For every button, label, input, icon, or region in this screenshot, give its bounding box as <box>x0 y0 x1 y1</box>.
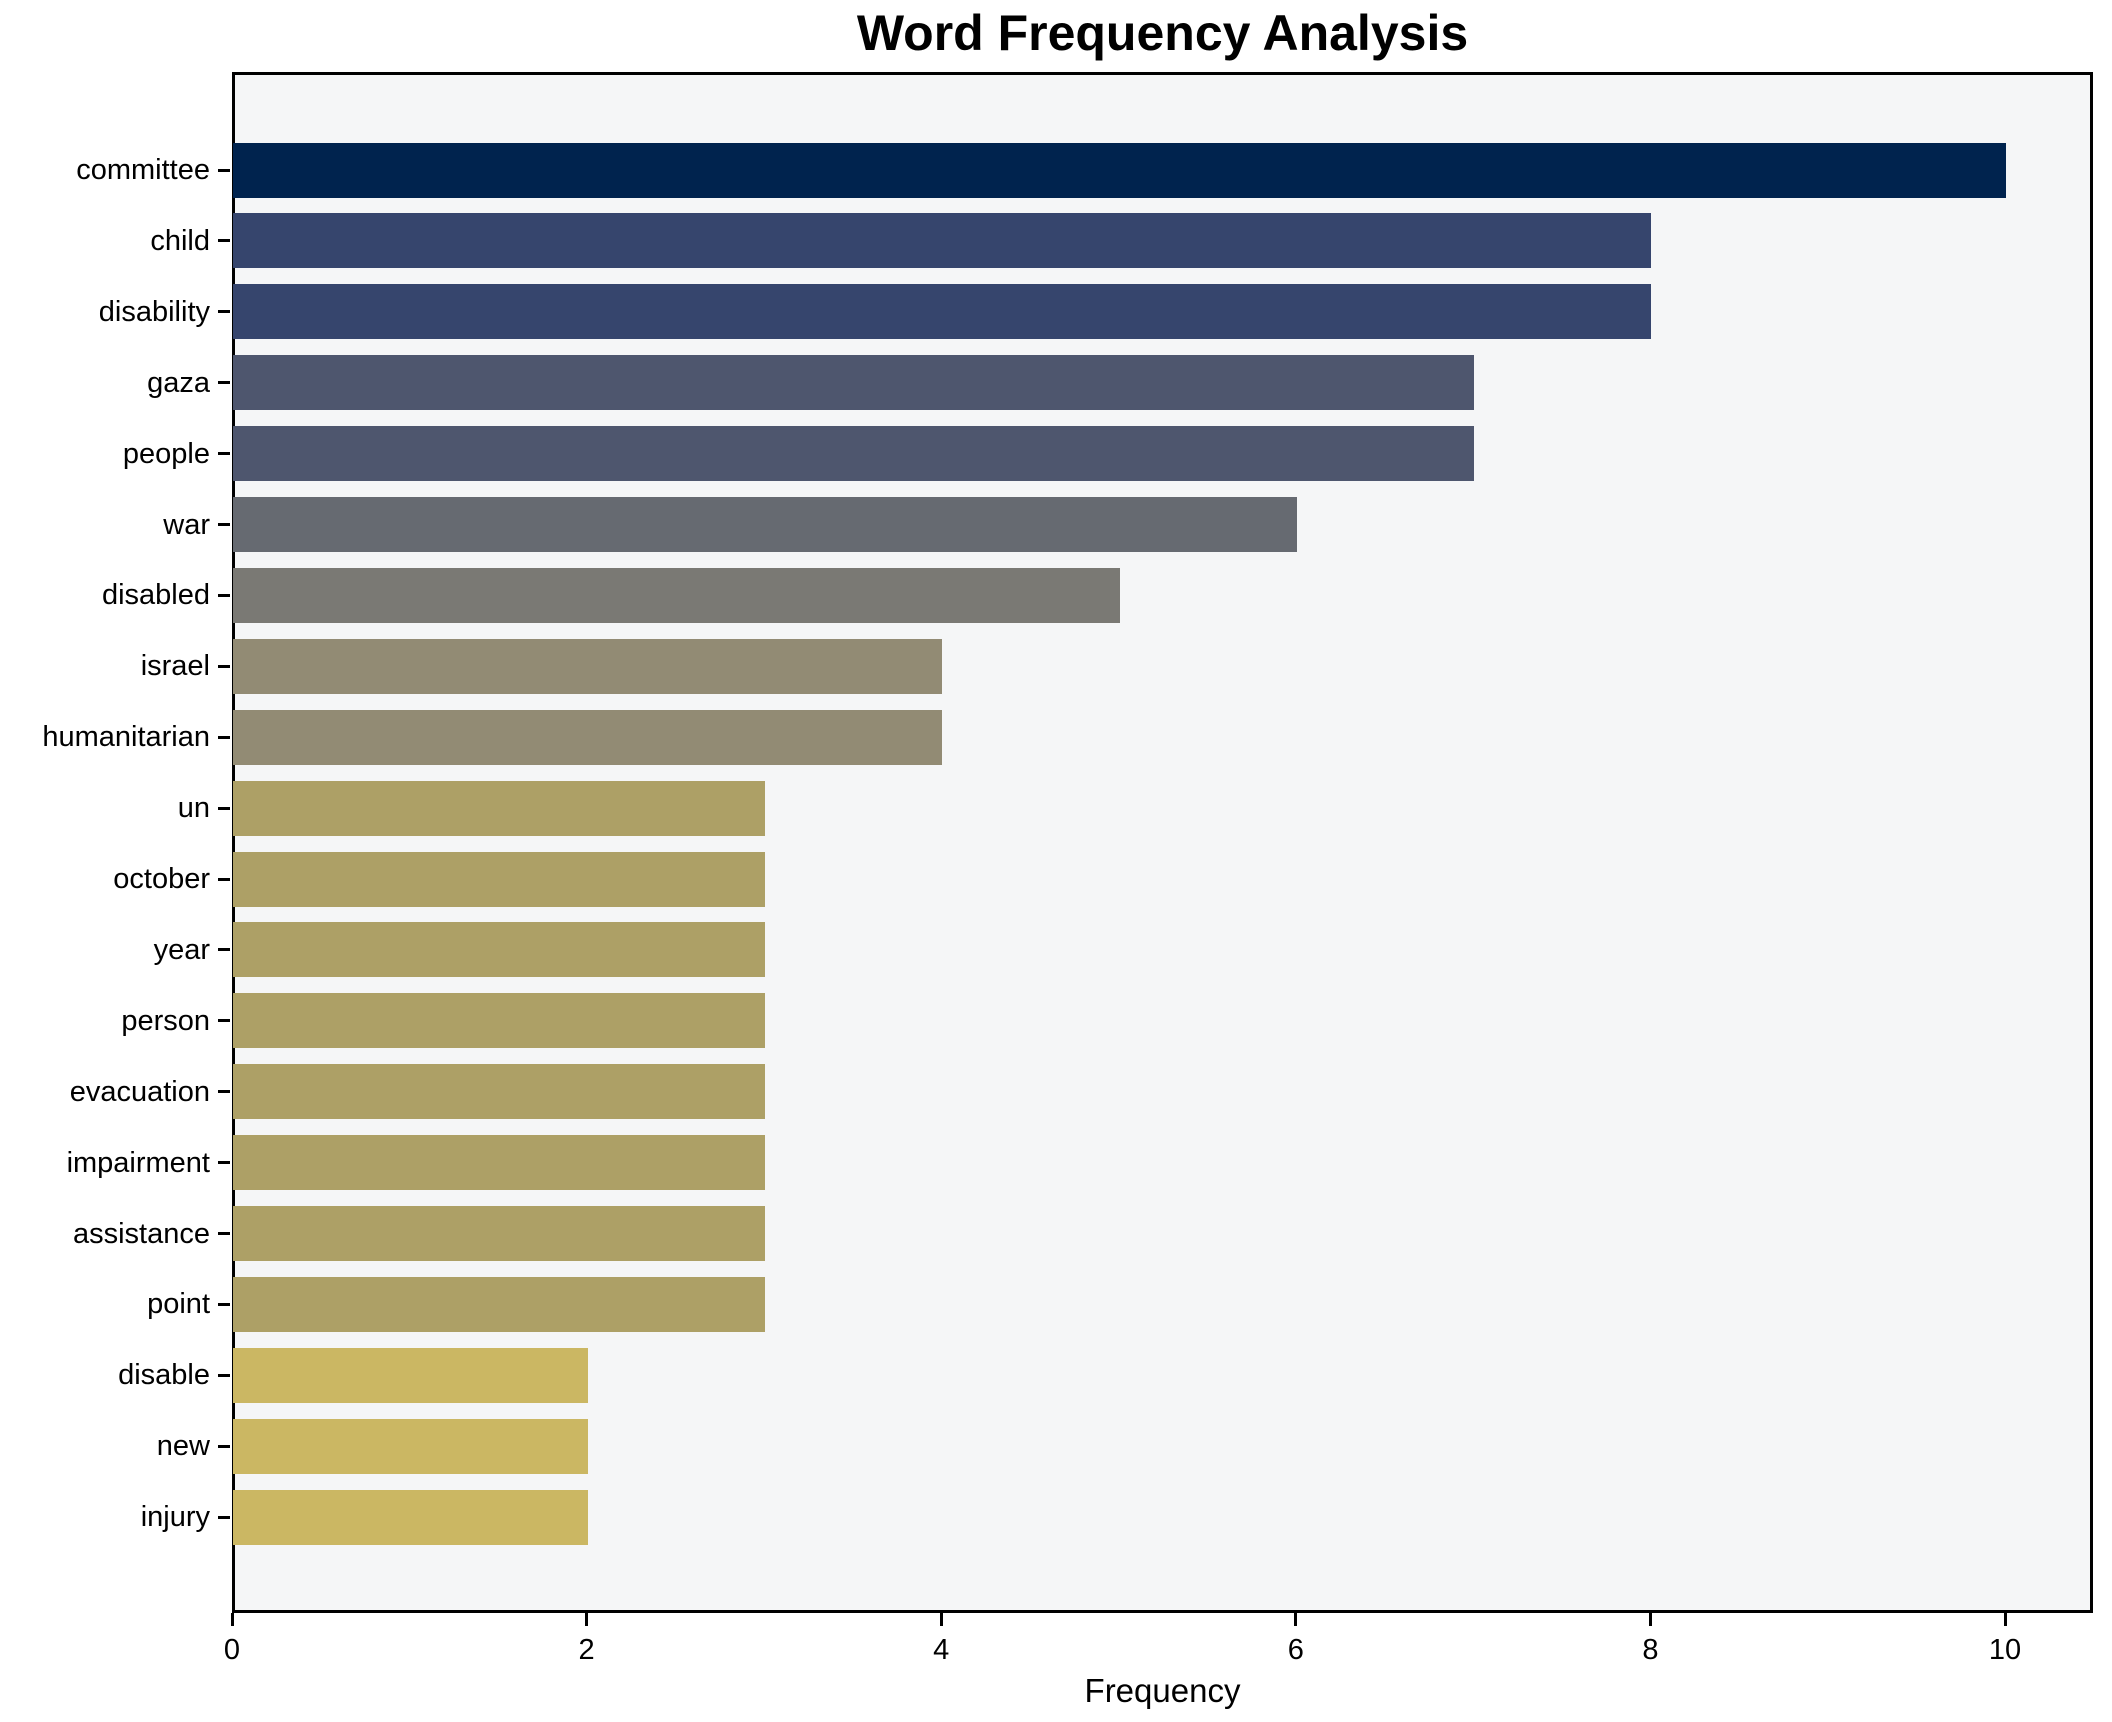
xtick-mark <box>939 1613 943 1626</box>
ytick-mark <box>218 1373 230 1377</box>
ytick-mark <box>218 877 230 881</box>
bar-gaza <box>233 355 1475 411</box>
ytick-label-israel: israel <box>140 650 210 683</box>
xtick-label-6: 6 <box>1287 1634 1304 1666</box>
ytick-mark <box>218 310 230 314</box>
ytick-label-child: child <box>150 224 210 257</box>
ytick-mark <box>218 664 230 668</box>
xtick-mark <box>585 1613 589 1626</box>
bar-un <box>233 780 765 836</box>
ytick-label-disabled: disabled <box>101 579 210 612</box>
ytick-mark <box>218 1090 230 1094</box>
bar-evacuation <box>233 1064 765 1120</box>
ytick-label-people: people <box>122 437 210 470</box>
ytick-label-october: october <box>113 863 210 895</box>
ytick-mark <box>218 593 230 597</box>
ytick-label-evacuation: evacuation <box>69 1075 210 1108</box>
bar-disability <box>233 284 1652 340</box>
bar-disable <box>233 1347 588 1403</box>
ytick-label-war: war <box>163 508 210 541</box>
ytick-label-year: year <box>153 933 210 966</box>
ytick-mark <box>218 948 230 952</box>
ytick-label-disability: disability <box>98 295 210 328</box>
bar-october <box>233 851 765 907</box>
ytick-mark <box>218 1444 230 1448</box>
xtick-label-10: 10 <box>1988 1634 2022 1666</box>
xtick-mark <box>1294 1613 1298 1626</box>
ytick-mark <box>218 1515 230 1519</box>
xtick-label-0: 0 <box>223 1634 241 1666</box>
ytick-mark <box>218 168 230 172</box>
bar-disabled <box>233 567 1120 623</box>
x-axis-title: Frequency <box>1084 1672 1241 1709</box>
ytick-label-injury: injury <box>140 1501 210 1534</box>
ytick-mark <box>218 1161 230 1165</box>
bar-humanitarian <box>233 709 943 765</box>
bar-year <box>233 922 765 978</box>
ytick-mark <box>218 1019 230 1023</box>
xtick-mark <box>1648 1613 1652 1626</box>
ytick-mark <box>218 806 230 810</box>
bar-point <box>233 1276 765 1332</box>
ytick-label-impairment: impairment <box>66 1146 210 1179</box>
ytick-mark <box>218 1232 230 1235</box>
bar-new <box>233 1418 588 1474</box>
xtick-label-2: 2 <box>578 1634 595 1666</box>
bar-people <box>233 426 1475 482</box>
bar-war <box>233 497 1297 552</box>
xtick-mark <box>2003 1613 2007 1626</box>
bar-impairment <box>233 1135 765 1191</box>
ytick-mark <box>218 239 230 243</box>
xtick-mark <box>230 1613 234 1626</box>
bar-israel <box>233 638 943 694</box>
ytick-mark <box>218 735 230 739</box>
bar-committee <box>233 142 2006 198</box>
xtick-label-4: 4 <box>933 1634 950 1666</box>
bar-person <box>233 993 765 1049</box>
ytick-label-assistance: assistance <box>72 1217 210 1250</box>
ytick-label-disable: disable <box>118 1359 210 1392</box>
chart-title: Word Frequency Analysis <box>856 5 1469 61</box>
ytick-label-new: new <box>156 1430 210 1463</box>
ytick-label-humanitarian: humanitarian <box>42 721 210 754</box>
ytick-label-un: un <box>177 792 210 825</box>
ytick-label-gaza: gaza <box>147 366 210 399</box>
ytick-label-person: person <box>121 1004 210 1037</box>
ytick-label-committee: committee <box>76 154 210 186</box>
ytick-mark <box>218 452 230 456</box>
ytick-mark <box>218 1302 230 1306</box>
xtick-label-8: 8 <box>1642 1634 1659 1666</box>
ytick-mark <box>218 381 230 385</box>
bar-injury <box>233 1489 588 1545</box>
bar-assistance <box>233 1206 765 1261</box>
ytick-label-point: point <box>147 1288 210 1321</box>
bar-child <box>233 213 1652 269</box>
ytick-mark <box>218 523 230 526</box>
